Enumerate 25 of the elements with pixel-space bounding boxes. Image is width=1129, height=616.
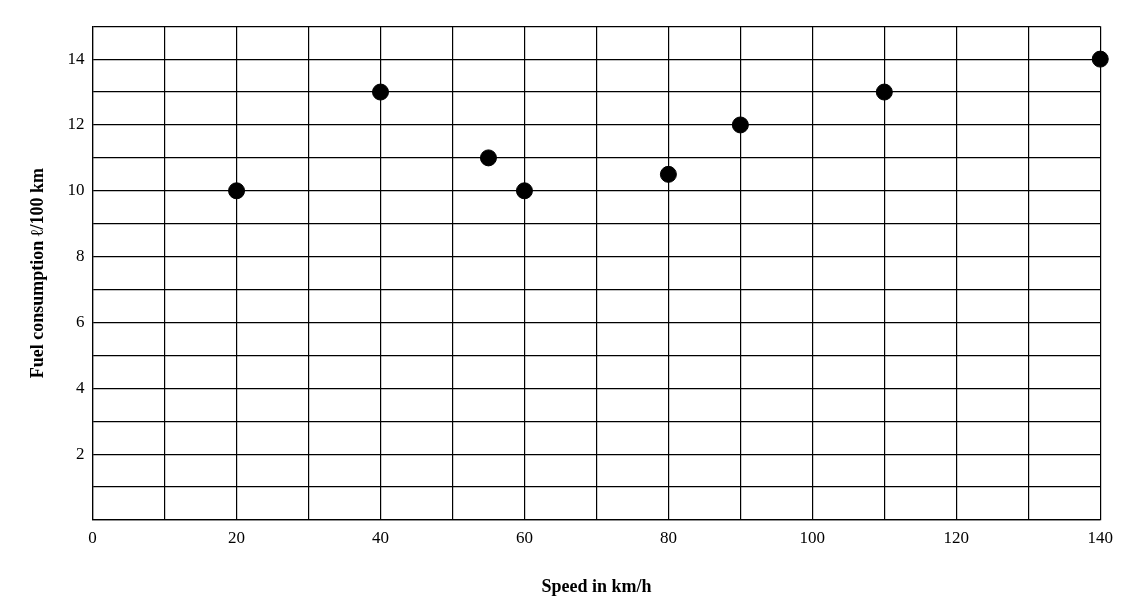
point: [515, 182, 533, 200]
y-tick-label: 8: [76, 246, 85, 266]
point: [479, 149, 497, 167]
y-tick-label: 12: [67, 114, 85, 134]
x-tick-label: 140: [1087, 527, 1113, 547]
x-tick-label: 60: [515, 527, 533, 547]
point: [659, 165, 677, 183]
point: [731, 116, 749, 134]
x-tick-label: 80: [659, 527, 677, 547]
y-axis-title: Fuel consumption ℓ/100 km: [27, 167, 48, 379]
x-tick-label: 40: [372, 527, 389, 547]
x-tick-label: 20: [228, 527, 246, 547]
y-tick-label: 4: [76, 377, 86, 397]
point: [1091, 50, 1109, 68]
point: [875, 83, 893, 101]
x-tick-label: 100: [799, 527, 826, 547]
y-tick-label: 2: [76, 443, 85, 463]
y-tick-label: 6: [76, 311, 85, 331]
x-axis-title: Speed in km/h: [541, 575, 652, 596]
x-tick-label: 0: [88, 527, 97, 547]
x-tick-label: 120: [943, 527, 970, 547]
y-tick-label: 14: [67, 48, 86, 68]
point: [228, 182, 246, 200]
y-tick-label: 10: [67, 180, 85, 200]
point: [372, 83, 389, 101]
